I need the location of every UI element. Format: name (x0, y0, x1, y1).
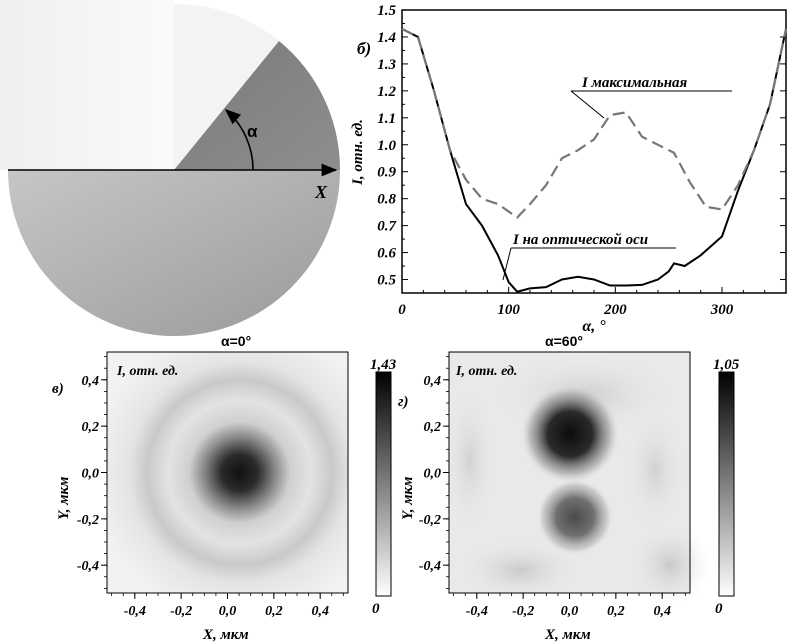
angle-symbol: α (247, 122, 258, 141)
series-line-0 (401, 28, 787, 293)
y-tick-label: -0,4 (77, 559, 99, 574)
panel-g-xlabel: X, мкм (544, 627, 591, 643)
y-tick-label: 0,2 (82, 420, 100, 435)
y-tick-label: 0,4 (424, 374, 442, 389)
panel-g-ticks: -0,4 -0,2 0,0 0,2 0,4 0,4 0,2 0,0 -0,2 -0,4 (419, 356, 686, 619)
chart-xlabel: α, ° (582, 318, 606, 335)
x-tick-label: -0,2 (512, 604, 534, 619)
colorbar-v-max: 1,43 (370, 357, 397, 373)
chart-frame (401, 9, 787, 294)
y-tick-label: 1.0 (377, 138, 396, 154)
x-tick-label: 0,2 (265, 604, 283, 619)
x-tick-label: -0,2 (170, 604, 192, 619)
y-tick-label: 1.5 (377, 3, 396, 19)
y-tick-label: -0,2 (419, 513, 441, 528)
chart-ylabel: I, отн. ед. (350, 119, 366, 186)
panel-b-label: б) (357, 39, 371, 58)
y-tick-label: 1.2 (377, 84, 396, 100)
x-tick-label: 300 (710, 302, 734, 318)
x-tick-label: 0,4 (311, 604, 329, 619)
series-line-1 (401, 27, 788, 219)
x-tick-label: 0,4 (653, 604, 671, 619)
chart-series (401, 27, 788, 293)
panel-g-title: α=60° (545, 333, 583, 349)
panel-v-inner-label: I, отн. ед. (116, 364, 178, 379)
y-tick-label: 0.7 (377, 219, 396, 235)
panel-g: α=60° г) I, отн. ед. -0,4 -0,2 0,0 0,2 0,4 0,… (398, 333, 740, 643)
panel-v-ylabel: Y, мкм (56, 477, 72, 520)
y-tick-label: 0.5 (377, 273, 396, 289)
y-tick-label: 0.9 (377, 165, 396, 181)
disc-sector-dark (174, 41, 341, 170)
panel-v-label: в) (52, 381, 64, 397)
colorbar-g-max: 1,05 (713, 357, 740, 373)
x-tick-label: 0 (398, 302, 406, 318)
angle-arc (224, 108, 254, 171)
y-tick-label: 1.3 (377, 57, 396, 73)
x-tick-label: 0,2 (607, 604, 625, 619)
chart-axes: 0.5 0.6 0.7 0.8 0.9 1.0 1.1 1.2 1.3 1.4 1.5 0 100 200… (350, 3, 787, 335)
x-tick-label: 0,0 (561, 604, 579, 619)
x-tick-label: -0,4 (466, 604, 488, 619)
y-tick-label: 0,2 (424, 420, 442, 435)
panel-b: б) 0.5 0.6 0.7 0.8 0.9 1.0 1.1 1.2 1.3 1.4 1.5 0 100… (350, 3, 788, 335)
x-tick-label: 200 (603, 302, 627, 318)
colorbar-g (718, 371, 735, 597)
colorbar-v (375, 371, 392, 597)
colorbar-v-min: 0 (372, 601, 380, 617)
y-tick-label: 0,4 (82, 374, 100, 389)
x-tick-label: 100 (497, 302, 520, 318)
disc-sector-light (0, 0, 174, 170)
x-tick-label: 0,0 (219, 604, 237, 619)
y-tick-label: -0,4 (419, 559, 441, 574)
panel-g-inner-label: I, отн. ед. (455, 364, 517, 379)
y-tick-label: -0,2 (77, 513, 99, 528)
y-tick-label: 0.6 (377, 246, 396, 262)
x-tick-label: -0,4 (124, 604, 146, 619)
panel-v-xlabel: X, мкм (202, 627, 249, 643)
colorbar-g-min: 0 (715, 601, 723, 617)
panel-g-ylabel: Y, мкм (400, 477, 416, 520)
panel-v: α=0° в) I, отн. ед. -0,4 -0,2 0,0 0,2 0,4 0,4… (52, 333, 397, 643)
annotation-max-pointer (570, 90, 605, 119)
panel-a: а) α X (0, 0, 341, 336)
panel-v-ticks: -0,4 -0,2 0,0 0,2 0,4 0,4 0,2 0,0 -0,2 -0,4 (77, 356, 344, 619)
y-tick-label: 0,0 (82, 467, 100, 482)
annotation-axis-pointer (502, 247, 512, 281)
y-tick-label: 1.4 (377, 30, 396, 46)
y-tick-label: 1.1 (377, 111, 396, 127)
annotation-max: I максимальная (581, 75, 688, 91)
y-tick-label: 0.8 (377, 192, 396, 208)
disc-sector-light-top (174, 3, 279, 170)
panel-g-label: г) (398, 394, 409, 410)
x-axis-label: X (314, 182, 328, 202)
annotation-axis: I на оптической оси (512, 232, 648, 248)
panel-v-title: α=0° (221, 333, 251, 349)
y-tick-label: 0,0 (424, 467, 442, 482)
disc-sector-lower (8, 170, 340, 336)
heatmap-v (107, 352, 348, 593)
